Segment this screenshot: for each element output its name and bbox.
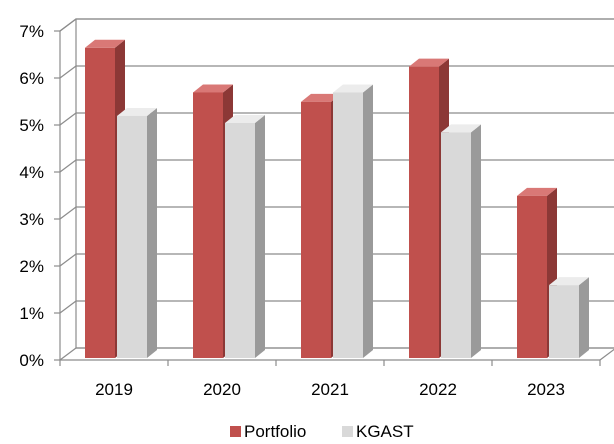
y-tick-label: 3% (19, 210, 44, 229)
bar-top-face (85, 39, 125, 48)
bar-front-face (409, 66, 439, 358)
gridline-depth (59, 112, 77, 126)
bar-top-face (117, 107, 157, 116)
gridline-depth (59, 253, 77, 267)
bar-side-face (471, 124, 481, 359)
bar-front-face (85, 47, 115, 359)
y-tick-label: 4% (19, 163, 44, 182)
gridline-depth (59, 159, 77, 173)
y-tick-label: 2% (19, 257, 44, 276)
chart-floor (59, 348, 614, 366)
bar-kgast-2022 (441, 124, 481, 359)
legend-label-kgast: KGAST (356, 422, 414, 441)
bar-front-face (193, 92, 223, 358)
x-tick-label: 2019 (95, 380, 133, 399)
gridline-depth (59, 300, 77, 314)
x-axis-tick-labels: 2019 2020 2021 2022 2023 (95, 380, 565, 399)
bar-side-face (255, 115, 265, 358)
bar-front-face (117, 115, 147, 358)
bar-top-face (441, 124, 481, 133)
legend-label-portfolio: Portfolio (244, 422, 306, 441)
bar-top-face (333, 84, 373, 93)
bar-side-face (363, 84, 373, 358)
bar-kgast-2020 (225, 115, 265, 358)
bar-front-face (225, 123, 255, 358)
bar-front-face (517, 195, 547, 358)
bar-top-face (301, 93, 341, 102)
bar-side-face (147, 107, 157, 358)
y-tick-label: 6% (19, 69, 44, 88)
floor-right-edge (599, 348, 614, 361)
bar-top-face (409, 58, 449, 67)
x-tick-label: 2020 (203, 380, 241, 399)
bar-kgast-2019 (117, 107, 157, 358)
bar-front-face (441, 132, 471, 358)
bar-side-face (579, 277, 589, 358)
bar-kgast-2023 (549, 277, 589, 358)
bar-front-face (549, 285, 579, 358)
x-tick-label: 2021 (311, 380, 349, 399)
chart-bars (85, 39, 589, 359)
bar-top-face (549, 277, 589, 286)
legend-swatch-portfolio (230, 426, 241, 437)
bar-kgast-2021 (333, 84, 373, 358)
chart-legend: Portfolio KGAST (230, 422, 414, 441)
y-tick-label: 5% (19, 116, 44, 135)
gridline-depth (59, 347, 77, 361)
bar-top-face (225, 115, 265, 123)
gridline-depth (59, 206, 77, 220)
x-tick-label: 2023 (527, 380, 565, 399)
gridline-depth (59, 65, 77, 79)
bar-front-face (333, 92, 363, 358)
y-tick-label: 1% (19, 304, 44, 323)
gridline-depth (59, 18, 77, 32)
y-tick-label: 7% (19, 22, 44, 41)
bar-top-face (193, 84, 233, 93)
bar-front-face (301, 101, 331, 358)
y-axis-tick-labels: 0% 1% 2% 3% 4% 5% 6% 7% (19, 22, 44, 370)
y-tick-label: 0% (19, 351, 44, 370)
x-tick-label: 2022 (419, 380, 457, 399)
bar-top-face (517, 187, 557, 196)
legend-swatch-kgast (342, 426, 353, 437)
